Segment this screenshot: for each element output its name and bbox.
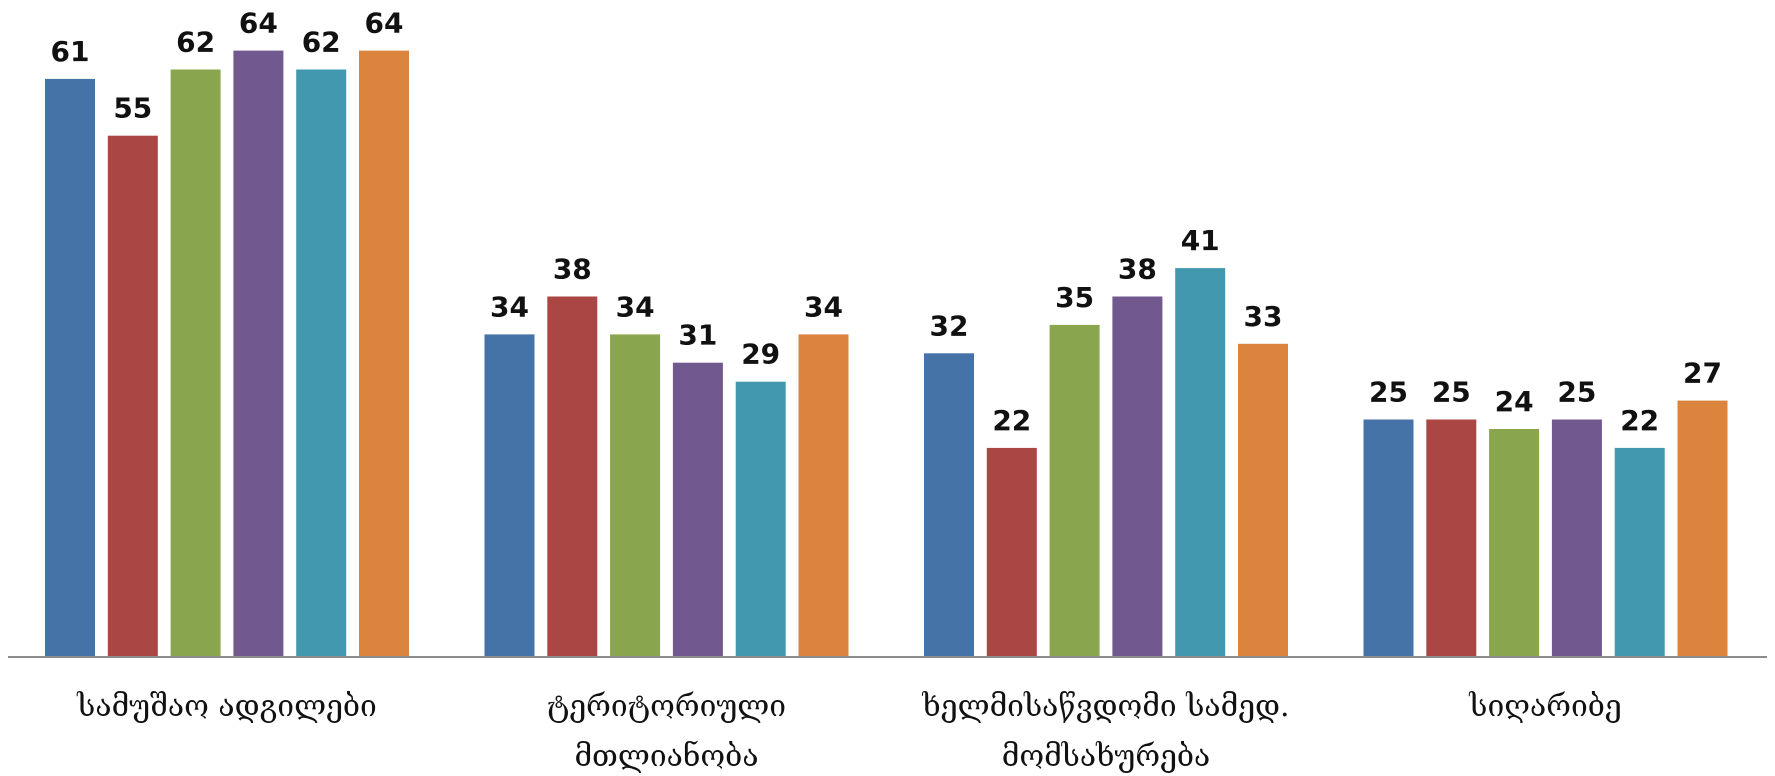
- bar-c1-s2: [610, 334, 661, 656]
- data-label-c0-s5: 64: [365, 7, 404, 40]
- bar-c2-s4: [1175, 268, 1226, 656]
- data-label-c0-s1: 55: [113, 92, 152, 125]
- bar-c2-s3: [1112, 296, 1163, 656]
- bar-c3-s0: [1363, 419, 1414, 656]
- data-label-c1-s1: 38: [553, 253, 592, 286]
- bar-c3-s3: [1551, 419, 1602, 656]
- bar-c0-s1: [107, 135, 158, 656]
- bar-c3-s5: [1677, 400, 1728, 656]
- data-label-c3-s3: 25: [1557, 376, 1596, 409]
- data-label-c1-s4: 29: [741, 338, 780, 371]
- data-label-c1-s2: 34: [616, 290, 655, 323]
- data-label-c3-s2: 24: [1495, 385, 1534, 418]
- data-label-c3-s0: 25: [1369, 376, 1408, 409]
- data-label-c3-s1: 25: [1432, 376, 1471, 409]
- data-label-c1-s5: 34: [804, 290, 843, 323]
- category-label-3-line-0: სიღარიბე: [1468, 689, 1621, 724]
- category-labels-layer: სამუშაო ადგილები ტერიტორიული მთლიანობა ხელმ…: [76, 689, 1622, 774]
- category-label-2-line-0: ხელმისაწვდომი სამედ.: [921, 689, 1289, 724]
- bar-c3-s1: [1426, 419, 1477, 656]
- category-label-2-line-1: მომსახურება: [1002, 739, 1211, 774]
- data-label-c2-s0: 32: [930, 309, 969, 342]
- bar-c1-s0: [484, 334, 535, 656]
- bar-c1-s3: [672, 362, 723, 656]
- bar-c2-s2: [1049, 324, 1100, 656]
- bar-c2-s5: [1238, 343, 1288, 656]
- bar-c0-s3: [233, 50, 284, 657]
- data-label-c0-s0: 61: [51, 35, 90, 68]
- data-label-c2-s5: 33: [1244, 300, 1283, 333]
- bar-c2-s0: [924, 353, 974, 656]
- bar-c1-s4: [735, 381, 786, 656]
- data-label-c3-s5: 27: [1683, 357, 1722, 390]
- value-labels-layer: 61 55 62 64 62 64 34 38 34 31 29 34 32 22 35 38 41 33 25 25…: [51, 7, 1722, 437]
- data-label-c1-s3: 31: [678, 319, 717, 352]
- bar-c1-s1: [547, 296, 598, 656]
- category-label-1-line-1: მთლიანობა: [574, 739, 758, 774]
- data-label-c2-s3: 38: [1118, 253, 1157, 286]
- bar-c0-s5: [359, 50, 409, 657]
- data-label-c3-s4: 22: [1620, 404, 1659, 437]
- bar-c0-s0: [45, 78, 95, 656]
- data-label-c2-s1: 22: [992, 404, 1031, 437]
- data-label-c0-s2: 62: [176, 26, 215, 59]
- data-label-c0-s4: 62: [302, 26, 341, 59]
- category-label-1-line-0: ტერიტორიული: [547, 689, 786, 724]
- data-label-c2-s2: 35: [1055, 281, 1094, 314]
- bar-c3-s2: [1489, 429, 1540, 656]
- category-label-0-line-0: სამუშაო ადგილები: [76, 689, 377, 724]
- data-label-c0-s3: 64: [239, 7, 278, 40]
- bar-c2-s1: [986, 447, 1037, 656]
- bar-c0-s2: [170, 69, 221, 656]
- bar-c0-s4: [296, 69, 347, 656]
- bar-c3-s4: [1614, 447, 1665, 656]
- bar-c1-s5: [798, 334, 849, 656]
- data-label-c1-s0: 34: [490, 290, 529, 323]
- data-label-c2-s4: 41: [1181, 224, 1220, 257]
- bars-layer: [45, 50, 1728, 657]
